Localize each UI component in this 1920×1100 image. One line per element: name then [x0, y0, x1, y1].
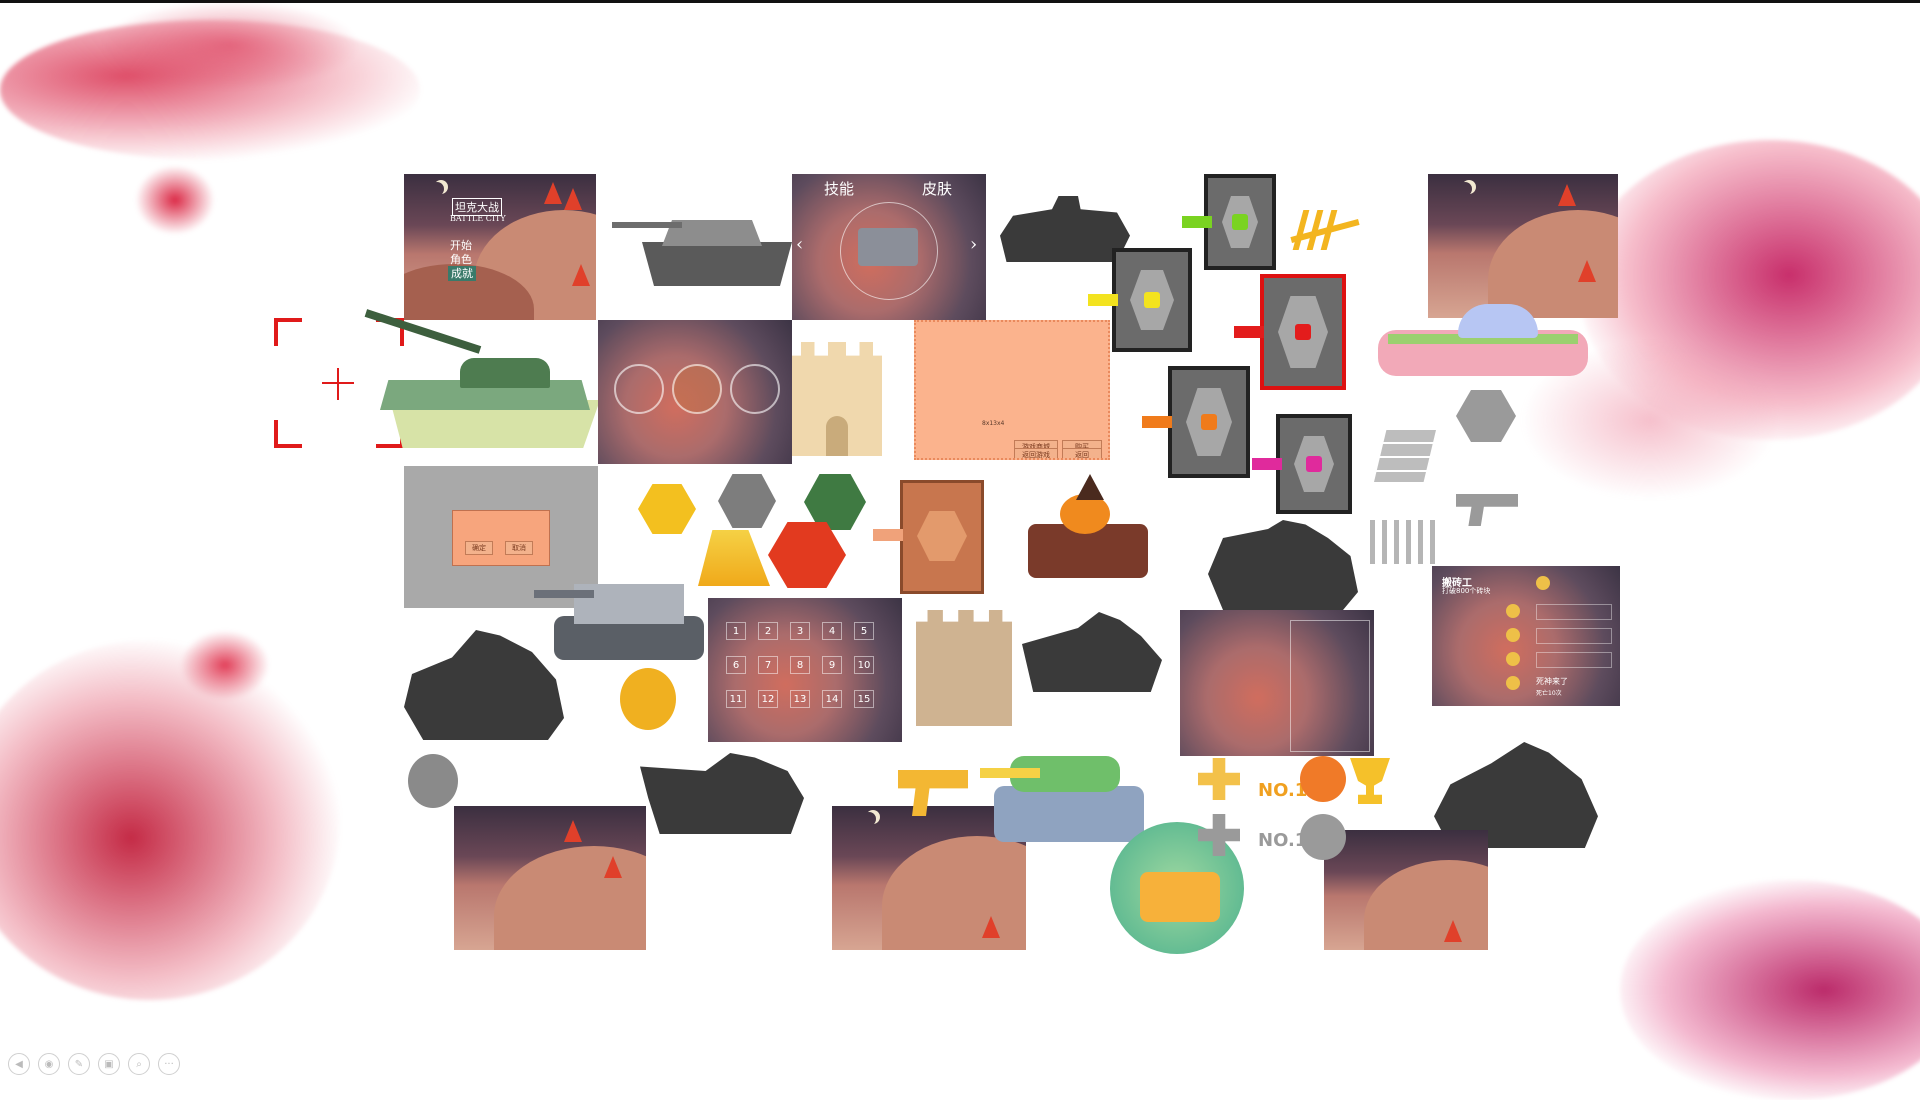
- level-cell[interactable]: 5: [854, 622, 874, 640]
- festive-tank: [1378, 300, 1588, 380]
- level-cell[interactable]: 12: [758, 690, 778, 708]
- green-army-tank: [360, 309, 600, 450]
- price-label: 8x13x4: [982, 420, 1005, 427]
- achievement-bottom-title: 死神来了: [1536, 677, 1568, 686]
- back-game-button[interactable]: 返回游戏: [1014, 448, 1058, 458]
- mountain-tile-bottom-left: [454, 806, 646, 950]
- claw-marks-gray-icon: [1370, 520, 1442, 564]
- tab-skill[interactable]: 技能: [824, 180, 855, 198]
- level-cell[interactable]: 11: [726, 690, 746, 708]
- tiger-tank: [534, 556, 704, 660]
- level-cell[interactable]: 2: [758, 622, 778, 640]
- level-select-tile: 1 2 3 4 5 6 7 8 9 10 11 12 13 14 15: [708, 598, 902, 742]
- level-cell[interactable]: 14: [822, 690, 842, 708]
- gold-face-icon: [620, 668, 676, 730]
- shop-panel: 8x13x4 游戏商城 购买 返回游戏 返回: [914, 320, 1110, 460]
- presentation-toolbar: ◀ ◉ ✎ ▣ ⌕ ···: [8, 1053, 180, 1075]
- mountain-tile-bottom-right: [1324, 830, 1488, 950]
- no1-gray-badge: NO.1: [1258, 830, 1308, 851]
- level-cell[interactable]: 9: [822, 656, 842, 674]
- tank-silhouette: [1208, 520, 1358, 610]
- gray-face-icon: [408, 754, 458, 808]
- level-cell[interactable]: 4: [822, 622, 842, 640]
- plate-pink: [1252, 414, 1352, 514]
- level-cell[interactable]: 13: [790, 690, 810, 708]
- halloween-tank: [1020, 474, 1150, 584]
- people-badge-icon: [1300, 756, 1346, 802]
- menu-item-achievement[interactable]: 成就: [448, 266, 476, 281]
- ruined-tower: [916, 610, 1012, 726]
- moon-icon: [1458, 182, 1472, 196]
- prev-button[interactable]: ◀: [8, 1053, 30, 1075]
- pen-button[interactable]: ✎: [68, 1053, 90, 1075]
- plate-red: [1234, 274, 1346, 390]
- level-cell[interactable]: 15: [854, 690, 874, 708]
- achievement-title: 搬砖工: [1442, 578, 1472, 589]
- game-title-cn: 坦克大战: [452, 198, 502, 216]
- badge-icon: [1506, 604, 1520, 618]
- cancel-button[interactable]: 取消: [505, 541, 533, 555]
- gold-bars-icon: [698, 530, 770, 586]
- title-screen-tile: 坦克大战 BATTLE CITY 开始 角色 成就: [404, 174, 596, 320]
- game-title-en: BATTLE CITY: [450, 214, 506, 223]
- tank-preview-circle: [840, 202, 938, 300]
- achievement-bottom-sub: 死亡10次: [1536, 690, 1562, 697]
- back-button[interactable]: 返回: [1062, 448, 1102, 458]
- pointer-button[interactable]: ◉: [38, 1053, 60, 1075]
- arrow-right-icon[interactable]: ›: [970, 234, 978, 255]
- arrow-left-icon[interactable]: ‹: [796, 234, 804, 255]
- achievements-tile: 搬砖工 打破800个砖块 死神来了 死亡10次: [1432, 566, 1620, 706]
- plate-yellow: [1088, 248, 1192, 352]
- badge-icon: [1506, 652, 1520, 666]
- moon-icon: [862, 812, 876, 826]
- gold-cross-icon: [1198, 758, 1240, 800]
- badge-icon: [1506, 676, 1520, 690]
- plate-orange: [1142, 366, 1250, 478]
- castle-tower: [792, 342, 882, 456]
- level-cell[interactable]: 8: [790, 656, 810, 674]
- level-cell[interactable]: 6: [726, 656, 746, 674]
- zoom-button[interactable]: ⌕: [128, 1053, 150, 1075]
- mountain-tile-right: [1428, 174, 1618, 318]
- trophy-icon: [1536, 576, 1550, 590]
- level-cell[interactable]: 7: [758, 656, 778, 674]
- brown-plate: [873, 480, 984, 594]
- tab-skin[interactable]: 皮肤: [922, 180, 953, 198]
- confirm-dialog-tile: 确定 取消: [404, 466, 598, 608]
- dragon-boat-tank: [980, 716, 1150, 846]
- gray-tank-render: [612, 192, 792, 302]
- tank-silhouette: [1000, 196, 1130, 262]
- claw-marks-icon: [1290, 206, 1364, 254]
- green-gem-icon: [804, 474, 866, 530]
- menu-item-start[interactable]: 开始: [450, 239, 472, 252]
- moon-icon: [430, 182, 444, 196]
- no1-badge: NO.1: [1258, 780, 1308, 801]
- level-cell[interactable]: 3: [790, 622, 810, 640]
- skull-badge-icon: [1456, 390, 1516, 442]
- trophy-gold-icon: [1350, 758, 1390, 804]
- more-button[interactable]: ···: [158, 1053, 180, 1075]
- confirm-button[interactable]: 确定: [465, 541, 493, 555]
- tank-silhouette: [1022, 612, 1162, 692]
- skill-skin-tile: 技能 皮肤 ‹ ›: [792, 174, 986, 320]
- pistol-icon: [1456, 494, 1518, 526]
- bricks-icon: [1374, 430, 1436, 482]
- achievement-subtitle: 打破800个砖块: [1442, 587, 1491, 595]
- slides-button[interactable]: ▣: [98, 1053, 120, 1075]
- tank-select-tile: [598, 320, 792, 464]
- level-cell[interactable]: 10: [854, 656, 874, 674]
- mountain-tile-bottom-mid: [832, 806, 1026, 950]
- level-cell[interactable]: 1: [726, 622, 746, 640]
- people-gray-badge-icon: [1300, 814, 1346, 860]
- data-list-tile: [1180, 610, 1374, 756]
- plate-green: [1182, 174, 1276, 270]
- red-gem-icon: [768, 522, 846, 588]
- gray-gem-icon: [718, 474, 776, 528]
- gold-skull-badge-icon: [638, 484, 696, 534]
- badge-icon: [1506, 628, 1520, 642]
- top-border: [0, 0, 1920, 3]
- tank-silhouette: [640, 753, 804, 834]
- menu-item-role[interactable]: 角色: [450, 253, 472, 266]
